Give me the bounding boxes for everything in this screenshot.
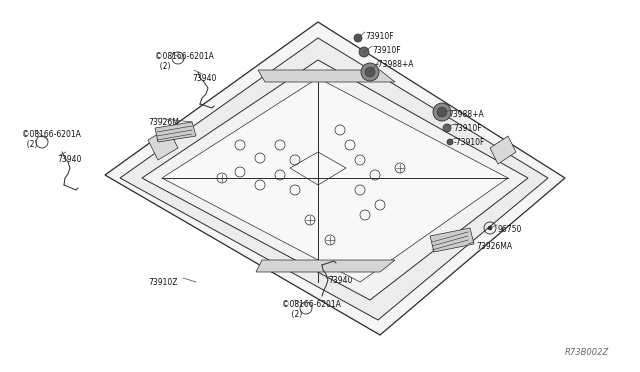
Text: ©08166-6201A
    (2): ©08166-6201A (2) <box>282 300 341 320</box>
Circle shape <box>488 226 492 230</box>
Text: 73926M: 73926M <box>148 118 179 127</box>
Text: 73940: 73940 <box>328 276 353 285</box>
Text: 73940: 73940 <box>57 155 81 164</box>
Text: 73910F: 73910F <box>372 46 401 55</box>
Polygon shape <box>148 128 178 160</box>
Text: -73910F: -73910F <box>454 138 485 147</box>
Circle shape <box>365 67 375 77</box>
Polygon shape <box>256 260 395 272</box>
Text: 73988+A: 73988+A <box>448 110 484 119</box>
Circle shape <box>359 47 369 57</box>
Circle shape <box>443 124 451 132</box>
Polygon shape <box>120 38 548 320</box>
Polygon shape <box>162 78 508 282</box>
Text: 73910F: 73910F <box>365 32 394 41</box>
Text: 73910F: 73910F <box>453 124 482 133</box>
Text: ©08166-6201A
  (2): ©08166-6201A (2) <box>155 52 214 71</box>
Polygon shape <box>430 228 474 252</box>
Text: ©08166-6201A
  (2): ©08166-6201A (2) <box>22 130 81 150</box>
Text: 73940: 73940 <box>192 74 216 83</box>
Circle shape <box>447 139 453 145</box>
Text: -73988+A: -73988+A <box>376 60 415 69</box>
Text: R73B002Z: R73B002Z <box>565 348 609 357</box>
Polygon shape <box>155 122 196 142</box>
Polygon shape <box>490 136 516 164</box>
Text: 73926MA: 73926MA <box>476 242 512 251</box>
Circle shape <box>433 103 451 121</box>
Circle shape <box>437 107 447 117</box>
Text: 96750: 96750 <box>498 225 522 234</box>
Polygon shape <box>105 22 565 335</box>
Circle shape <box>354 34 362 42</box>
Circle shape <box>361 63 379 81</box>
Polygon shape <box>258 70 395 82</box>
Text: 73910Z: 73910Z <box>148 278 177 287</box>
Polygon shape <box>142 60 528 300</box>
